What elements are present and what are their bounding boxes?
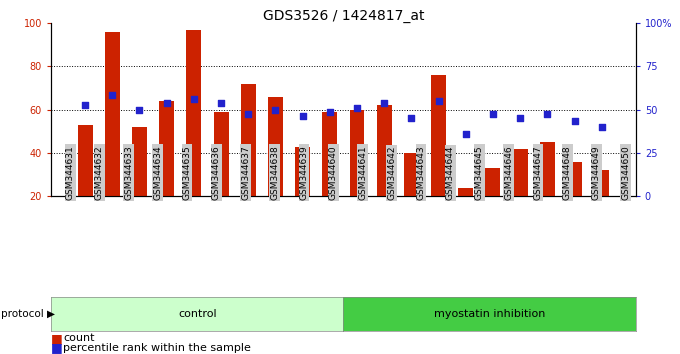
Text: GSM344641: GSM344641 [358,145,367,200]
Text: control: control [178,309,216,319]
Bar [350,110,364,196]
Point [569,118,580,124]
Text: GSM344635: GSM344635 [182,145,192,200]
Point [243,111,254,117]
Bar [268,97,283,196]
Bar [540,142,555,196]
Point [488,111,498,117]
Bar [159,101,174,196]
Point [134,107,145,113]
Bar [458,188,473,196]
Text: ■: ■ [51,341,67,354]
Text: GDS3526 / 1424817_at: GDS3526 / 1424817_at [262,9,424,23]
Point [406,115,417,121]
Text: count: count [63,333,95,343]
Text: GSM344650: GSM344650 [622,145,630,200]
Text: percentile rank within the sample: percentile rank within the sample [63,343,251,353]
Text: GSM344648: GSM344648 [563,145,572,200]
Text: GSM344647: GSM344647 [534,145,543,200]
Text: GSM344637: GSM344637 [241,145,250,200]
Bar [486,168,500,196]
Bar [78,125,92,196]
Text: myostatin inhibition: myostatin inhibition [434,309,545,319]
Point [188,96,199,102]
Point [80,103,90,108]
Bar [132,127,147,196]
Bar [594,170,609,196]
Bar [431,75,446,196]
Bar [214,112,228,196]
Point [352,105,362,110]
Bar [404,153,419,196]
Bar [377,105,392,196]
Point [460,131,471,136]
Point [515,115,526,121]
Text: GSM344645: GSM344645 [475,145,484,200]
Bar [186,29,201,196]
Bar [241,84,256,196]
Text: GSM344634: GSM344634 [154,145,163,200]
Text: GSM344631: GSM344631 [65,145,75,200]
Text: GSM344638: GSM344638 [271,145,279,200]
Point [270,107,281,113]
Bar [295,147,310,196]
Text: protocol ▶: protocol ▶ [1,309,54,319]
Point [542,111,553,117]
Text: GSM344643: GSM344643 [416,145,426,200]
Point [297,113,308,119]
Text: GSM344639: GSM344639 [299,145,309,200]
Bar [105,32,120,196]
Bar [322,112,337,196]
Point [596,124,607,130]
Text: GSM344649: GSM344649 [592,145,601,200]
Text: GSM344633: GSM344633 [124,145,133,200]
Text: GSM344632: GSM344632 [95,145,104,200]
Point [379,101,390,106]
Text: GSM344646: GSM344646 [505,145,513,200]
Point [433,98,444,104]
Text: GSM344642: GSM344642 [388,145,396,200]
Text: ■: ■ [51,332,67,344]
Bar [513,149,528,196]
Point [216,101,226,106]
Point [161,101,172,106]
Text: GSM344636: GSM344636 [212,145,221,200]
Point [107,92,118,97]
Text: GSM344644: GSM344644 [446,145,455,200]
Text: GSM344640: GSM344640 [329,145,338,200]
Point [324,109,335,115]
Bar [567,162,582,196]
